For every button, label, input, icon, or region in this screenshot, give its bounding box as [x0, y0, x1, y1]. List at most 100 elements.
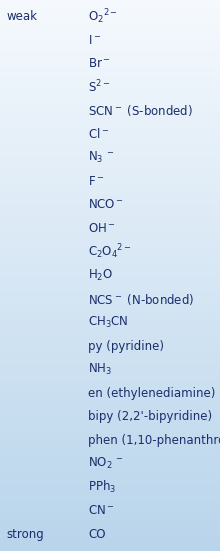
Bar: [0, 388, 220, 390]
Bar: [0, 105, 220, 106]
Bar: [0, 165, 220, 166]
Bar: [0, 206, 220, 207]
Bar: [0, 440, 220, 441]
Bar: [0, 29, 220, 30]
Bar: [0, 335, 220, 336]
Text: PPh$_3$: PPh$_3$: [88, 479, 116, 495]
Bar: [0, 186, 220, 187]
Bar: [0, 48, 220, 50]
Bar: [0, 463, 220, 464]
Bar: [0, 325, 220, 326]
Bar: [0, 503, 220, 504]
Bar: [0, 456, 220, 457]
Bar: [0, 153, 220, 154]
Bar: [0, 20, 220, 22]
Bar: [0, 511, 220, 512]
Bar: [0, 504, 220, 506]
Bar: [0, 215, 220, 217]
Bar: [0, 8, 220, 9]
Bar: [0, 328, 220, 329]
Bar: [0, 137, 220, 138]
Bar: [0, 407, 220, 408]
Bar: [0, 84, 220, 85]
Bar: [0, 213, 220, 215]
Bar: [0, 547, 220, 548]
Bar: [0, 488, 220, 489]
Bar: [0, 177, 220, 179]
Bar: [0, 544, 220, 545]
Bar: [0, 320, 220, 321]
Bar: [0, 81, 220, 83]
Bar: [0, 296, 220, 298]
Bar: [0, 64, 220, 66]
Bar: [0, 198, 220, 200]
Bar: [0, 116, 220, 117]
Bar: [0, 219, 220, 220]
Bar: [0, 464, 220, 466]
Bar: [0, 3, 220, 4]
Bar: [0, 500, 220, 501]
Bar: [0, 399, 220, 401]
Bar: [0, 347, 220, 348]
Bar: [0, 348, 220, 350]
Bar: [0, 117, 220, 118]
Bar: [0, 512, 220, 514]
Bar: [0, 69, 220, 71]
Bar: [0, 57, 220, 58]
Bar: [0, 121, 220, 123]
Text: Cl$^-$: Cl$^-$: [88, 127, 109, 141]
Bar: [0, 131, 220, 132]
Bar: [0, 401, 220, 402]
Bar: [0, 61, 220, 62]
Bar: [0, 339, 220, 341]
Text: strong: strong: [7, 528, 44, 541]
Bar: [0, 163, 220, 164]
Bar: [0, 366, 220, 368]
Bar: [0, 480, 220, 482]
Bar: [0, 111, 220, 113]
Bar: [0, 284, 220, 285]
Bar: [0, 355, 220, 357]
Bar: [0, 33, 220, 34]
Bar: [0, 368, 220, 369]
Bar: [0, 532, 220, 533]
Bar: [0, 387, 220, 388]
Bar: [0, 238, 220, 240]
Bar: [0, 7, 220, 8]
Bar: [0, 344, 220, 346]
Bar: [0, 75, 220, 77]
Bar: [0, 321, 220, 322]
Bar: [0, 434, 220, 435]
Bar: [0, 253, 220, 255]
Bar: [0, 190, 220, 191]
Bar: [0, 455, 220, 456]
Bar: [0, 58, 220, 60]
Bar: [0, 211, 220, 212]
Bar: [0, 302, 220, 303]
Bar: [0, 193, 220, 195]
Bar: [0, 249, 220, 251]
Bar: [0, 501, 220, 503]
Bar: [0, 128, 220, 129]
Bar: [0, 126, 220, 127]
Bar: [0, 332, 220, 333]
Bar: [0, 533, 220, 534]
Bar: [0, 409, 220, 410]
Bar: [0, 298, 220, 299]
Bar: [0, 99, 220, 100]
Bar: [0, 342, 220, 343]
Bar: [0, 357, 220, 358]
Bar: [0, 336, 220, 337]
Bar: [0, 430, 220, 431]
Bar: [0, 346, 220, 347]
Bar: [0, 122, 220, 124]
Bar: [0, 386, 220, 387]
Bar: [0, 15, 220, 17]
Bar: [0, 522, 220, 523]
Bar: [0, 353, 220, 354]
Bar: [0, 234, 220, 236]
Bar: [0, 441, 220, 442]
Bar: [0, 433, 220, 434]
Bar: [0, 466, 220, 467]
Bar: [0, 73, 220, 74]
